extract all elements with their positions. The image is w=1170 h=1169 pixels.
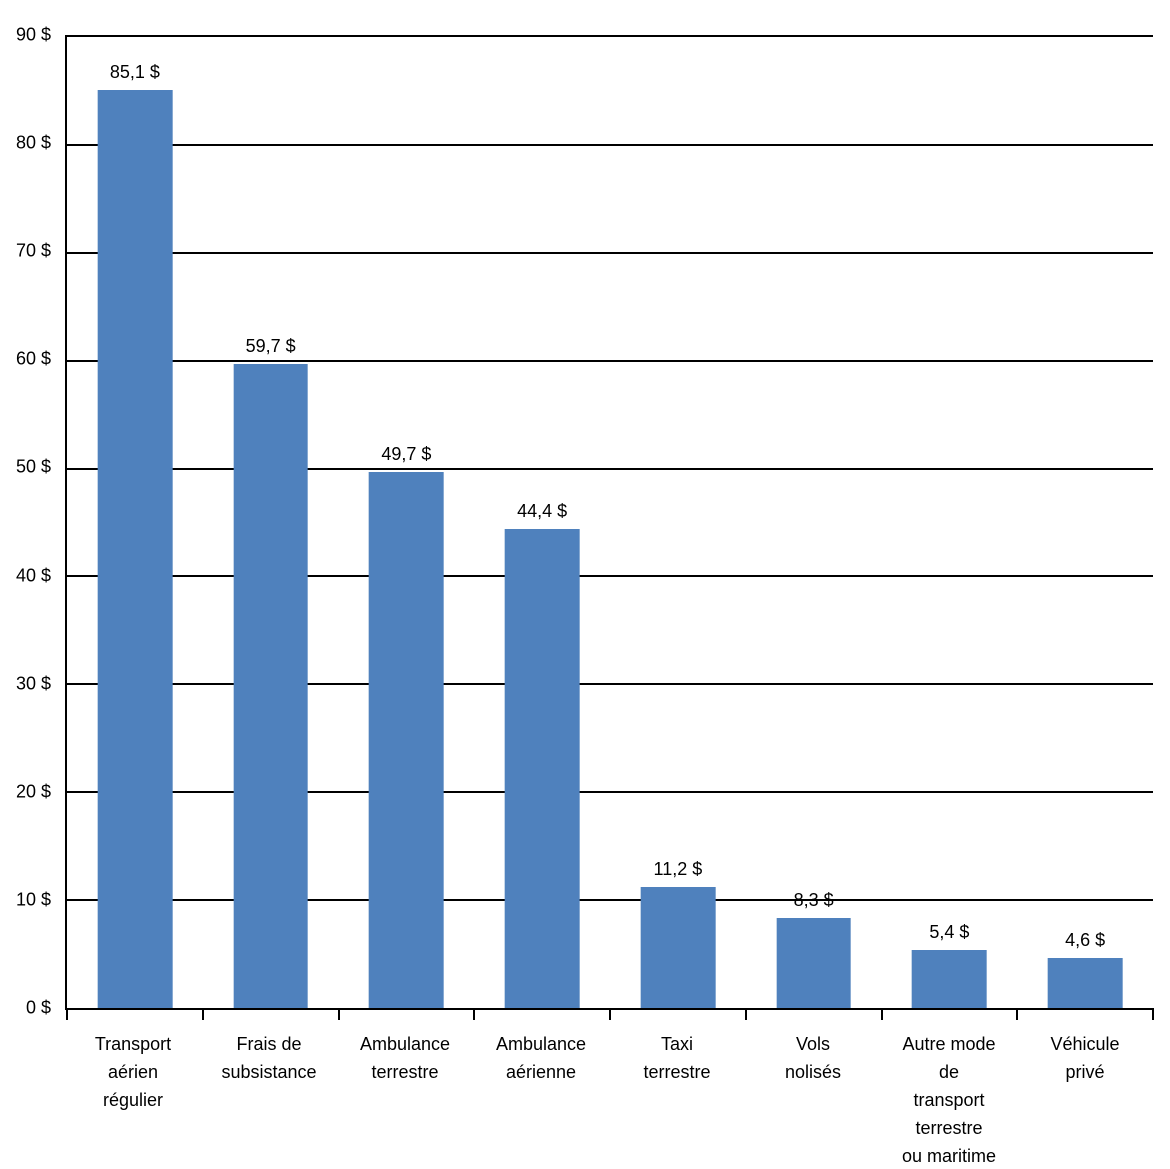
bar <box>640 887 716 1008</box>
category-label-line: terrestre <box>915 1118 983 1138</box>
category-label: Transport aérien régulier <box>65 1030 201 1169</box>
category-slot: 11,2 $ <box>610 37 746 1008</box>
x-axis-tick <box>880 1008 883 1020</box>
category-label-line: nolisés <box>784 1062 842 1082</box>
category-slot: 49,7 $ <box>339 37 475 1008</box>
y-axis-tick-label: 80 $ <box>15 132 51 153</box>
bar-value-label: 85,1 $ <box>109 61 160 82</box>
category-label-line: Ambulance <box>359 1034 451 1054</box>
y-axis-tick-label: 0 $ <box>25 997 51 1018</box>
y-axis-tick-label: 90 $ <box>15 24 51 45</box>
x-axis-tick <box>1016 1008 1019 1020</box>
bar-value-label: 44,4 $ <box>517 500 568 521</box>
category-slot: 44,4 $ <box>474 37 610 1008</box>
bar <box>97 89 173 1008</box>
category-slot: 59,7 $ <box>203 37 339 1008</box>
x-axis-tick <box>201 1008 204 1020</box>
category-label: Frais de subsistance <box>201 1030 337 1169</box>
y-axis-tick-label: 50 $ <box>15 456 51 477</box>
gridline <box>67 899 1153 902</box>
bar <box>233 363 308 1008</box>
category-label-line: Frais de <box>236 1034 302 1054</box>
x-axis-tick <box>744 1008 747 1020</box>
x-axis-labels: Transport aérien régulier Frais de subsistan… <box>65 1030 1153 1169</box>
category-slot: 85,1 $ <box>67 37 203 1008</box>
y-axis-tick-label: 10 $ <box>15 889 51 910</box>
bar-value-label: 11,2 $ <box>653 859 703 880</box>
category-label-line: terrestre <box>371 1062 439 1082</box>
category-label: Taxi terrestre <box>609 1030 745 1169</box>
bar-value-label: 49,7 $ <box>381 443 432 464</box>
bar-value-label: 8,3 $ <box>793 890 834 911</box>
y-axis-tick-label: 30 $ <box>15 673 51 694</box>
x-axis-tick <box>66 1008 68 1020</box>
y-axis-labels: 90 $ 80 $ 70 $ 60 $ 50 $ 40 $ 30 $ 20 $ 10 $ 0 $ <box>0 0 57 1169</box>
category-label-line: régulier <box>102 1090 164 1110</box>
bar <box>1047 958 1123 1008</box>
category-label-line: Vols <box>795 1034 831 1054</box>
category-slot: 8,3 $ <box>746 37 882 1008</box>
gridline <box>67 359 1153 362</box>
y-axis-tick-label: 40 $ <box>15 565 51 586</box>
category-slot: 4,6 $ <box>1017 37 1153 1008</box>
category-label-line: terrestre <box>643 1062 711 1082</box>
category-label: Ambulance terrestre <box>337 1030 473 1169</box>
category-label-line: de <box>938 1062 960 1082</box>
category-label: Autre mode de transport terrestre ou maritim… <box>881 1030 1017 1169</box>
gridline <box>67 575 1153 578</box>
category-label: Vols nolisés <box>745 1030 881 1169</box>
category-label-line: aérien <box>107 1062 159 1082</box>
bar-value-label: 5,4 $ <box>929 921 970 942</box>
bar <box>776 918 851 1008</box>
x-axis-tick <box>1152 1008 1154 1020</box>
category-label-line: aérienne <box>505 1062 577 1082</box>
bar <box>504 528 580 1008</box>
plot-area: 85,1 $ 59,7 $ 49,7 $ 44,4 $ 11,2 $ 8,3 $ 5,4 $… <box>65 35 1154 1020</box>
category-label-line: Taxi <box>660 1034 693 1054</box>
bar-value-label: 59,7 $ <box>245 335 296 356</box>
bar <box>369 471 444 1008</box>
x-axis-tick <box>473 1008 476 1020</box>
category-label-line: subsistance <box>221 1062 317 1082</box>
category-label-line: Véhicule <box>1050 1034 1120 1054</box>
category-label-line: Transport <box>94 1034 172 1054</box>
category-label-line: ou maritime <box>901 1146 997 1166</box>
x-axis-tick <box>609 1008 611 1020</box>
gridline <box>67 467 1153 470</box>
bar <box>912 949 987 1008</box>
y-axis-tick-label: 20 $ <box>15 781 51 802</box>
bars-row: 85,1 $ 59,7 $ 49,7 $ 44,4 $ 11,2 $ 8,3 $ 5,4 $… <box>67 37 1153 1008</box>
category-label-line: privé <box>1065 1062 1105 1082</box>
category-label-line: Ambulance <box>495 1034 587 1054</box>
gridline <box>67 251 1153 254</box>
y-axis-tick-label: 60 $ <box>15 348 51 369</box>
category-slot: 5,4 $ <box>882 37 1018 1008</box>
gridline <box>67 143 1153 146</box>
category-label: Ambulance aérienne <box>473 1030 609 1169</box>
x-axis-tick <box>337 1008 340 1020</box>
category-label-line: Autre mode <box>902 1034 996 1054</box>
category-label-line: transport <box>913 1090 985 1110</box>
gridline <box>67 683 1153 686</box>
gridline <box>67 791 1153 794</box>
category-label: Véhicule privé <box>1017 1030 1153 1169</box>
y-axis-tick-label: 70 $ <box>15 240 51 261</box>
bar-value-label: 4,6 $ <box>1065 930 1106 951</box>
